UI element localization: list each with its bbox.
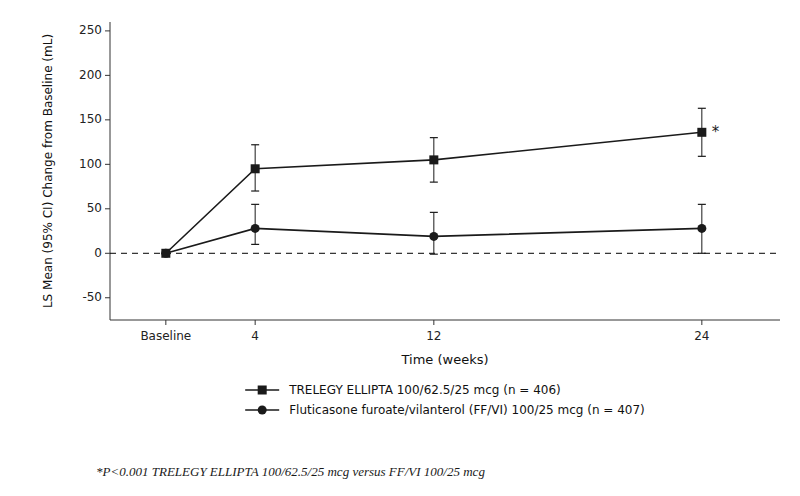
x-tick [433, 320, 434, 325]
data-point [429, 155, 438, 164]
y-tick-label: 150 [79, 112, 102, 126]
error-bar-cap [430, 182, 438, 183]
y-axis-line [110, 22, 111, 320]
chart-container: -50 0 50 100 150 200 250 Baseline 4 12 24 Time (wee… [0, 0, 800, 496]
y-tick-label: 250 [79, 23, 102, 37]
legend-item: Fluticasone furoate/vilanterol (FF/VI) 1… [245, 403, 645, 417]
legend: TRELEGY ELLIPTA 100/62.5/25 mcg (n = 406… [245, 383, 645, 417]
y-tick [105, 30, 110, 31]
chart-svg: -50 0 50 100 150 200 250 Baseline 4 12 24 Time (wee… [0, 0, 800, 496]
plot-area [110, 108, 780, 257]
data-point [697, 128, 706, 137]
x-tick [255, 320, 256, 325]
error-bar-cap [251, 144, 259, 145]
error-bar-cap [251, 204, 259, 205]
legend-label: TRELEGY ELLIPTA 100/62.5/25 mcg (n = 406… [288, 383, 561, 397]
footnote: *P<0.001 TRELEGY ELLIPTA 100/62.5/25 mcg… [96, 464, 485, 479]
legend-marker [258, 386, 267, 395]
x-tick-label: Baseline [140, 329, 191, 343]
series-line [166, 132, 702, 253]
y-tick-label: 50 [87, 201, 102, 215]
error-bar [698, 108, 706, 156]
error-bar-cap [430, 254, 438, 255]
x-tick-label: 24 [694, 329, 709, 343]
data-point [251, 164, 260, 173]
x-tick-label: 12 [426, 329, 441, 343]
legend-item: TRELEGY ELLIPTA 100/62.5/25 mcg (n = 406… [245, 383, 561, 397]
y-tick [105, 297, 110, 298]
data-point [161, 249, 170, 258]
annotation: * [712, 123, 720, 141]
error-bar-cap [430, 137, 438, 138]
y-axis-label: LS Mean (95% CI) Change from Baseline (m… [41, 34, 55, 308]
error-bar-cap [698, 253, 706, 254]
x-axis-label: Time (weeks) [400, 352, 488, 367]
data-point [161, 249, 170, 258]
reference-line [110, 253, 780, 254]
legend-marker [258, 406, 267, 415]
error-bar-cap [430, 212, 438, 213]
legend-label: Fluticasone furoate/vilanterol (FF/VI) 1… [289, 403, 645, 417]
y-tick-label: -50 [82, 290, 102, 304]
error-bar-cap [698, 108, 706, 109]
data-point [251, 224, 260, 233]
y-tick-label: 0 [94, 246, 102, 260]
error-bar-cap [698, 204, 706, 205]
x-tick-label: 4 [251, 329, 259, 343]
error-bar [251, 145, 259, 191]
y-tick [105, 253, 110, 254]
y-tick-label: 200 [79, 68, 102, 82]
error-bar [430, 212, 438, 254]
x-axis-line [110, 320, 780, 321]
x-tick [701, 320, 702, 325]
x-tick [165, 320, 166, 325]
data-point [697, 224, 706, 233]
y-tick [105, 119, 110, 120]
y-tick [105, 164, 110, 165]
error-bar [251, 204, 259, 244]
error-bar [430, 138, 438, 182]
error-bar-cap [251, 244, 259, 245]
y-tick [105, 208, 110, 209]
error-bar-cap [698, 156, 706, 157]
error-bar-cap [251, 190, 259, 191]
error-bar [698, 204, 706, 253]
data-point [429, 232, 438, 241]
y-tick [105, 75, 110, 76]
y-tick-label: 100 [79, 157, 102, 171]
